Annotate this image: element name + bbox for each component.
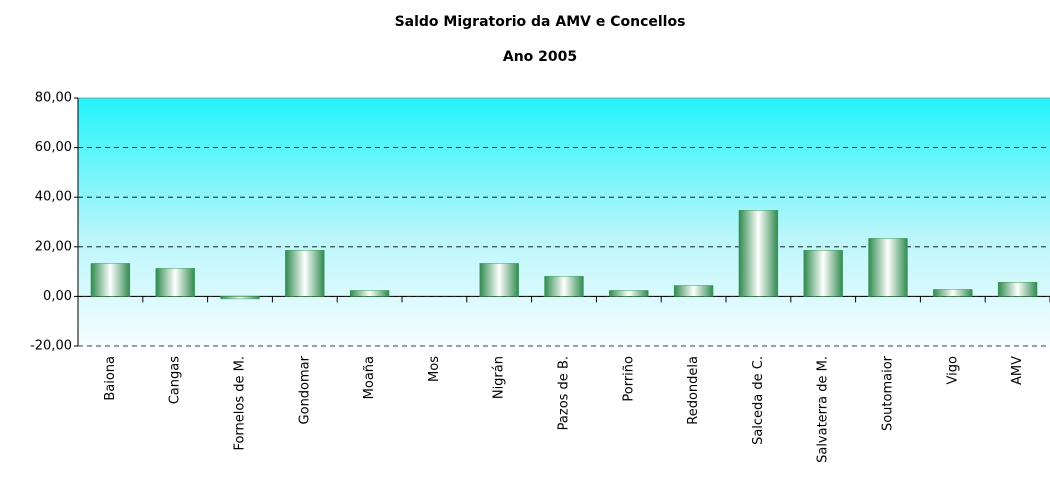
plot-area [78,98,1050,346]
x-tick-label: Soutomaior [881,355,896,431]
x-tick-label: Pazos de B. [557,356,572,430]
y-tick-label: 40,00 [35,190,72,205]
bar [90,263,131,297]
x-tick-label: Mos [427,356,442,382]
y-tick-label: 0,00 [43,289,72,304]
y-tick-label: 60,00 [35,140,72,155]
chart-subtitle: Ano 2005 [503,49,577,65]
x-tick-label: Gondomar [297,355,312,424]
bar [609,290,649,297]
y-tick-label: -20,00 [30,339,72,354]
x-tick-label: Porriño [621,356,636,402]
bar [673,285,714,297]
bar [155,268,195,297]
bar [544,276,584,297]
bar [285,250,325,297]
bar [868,238,908,297]
x-tick-label: Moaña [362,356,377,399]
x-tick-label: Salvaterra de M. [816,356,831,463]
x-tick-label: Fornelos de M. [233,356,248,451]
bar [220,296,260,300]
bar [933,289,973,297]
x-tick-label: Nigrán [492,356,507,399]
bar [803,250,843,297]
bar [738,210,779,297]
bar [997,282,1038,297]
x-tick-label: Salceda de C. [751,356,766,445]
x-tick-label: Cangas [168,356,183,405]
chart-title: Saldo Migratorio da AMV e Concellos [395,14,686,30]
x-tick-label: Redondela [686,356,701,425]
x-tick-label: AMV [1010,356,1025,385]
y-tick-label: 20,00 [35,239,72,254]
bar [479,263,519,297]
x-tick-label: Baiona [103,356,118,401]
bar [349,290,390,297]
y-tick-label: 80,00 [35,91,72,106]
x-tick-label: Vigo [945,356,960,384]
